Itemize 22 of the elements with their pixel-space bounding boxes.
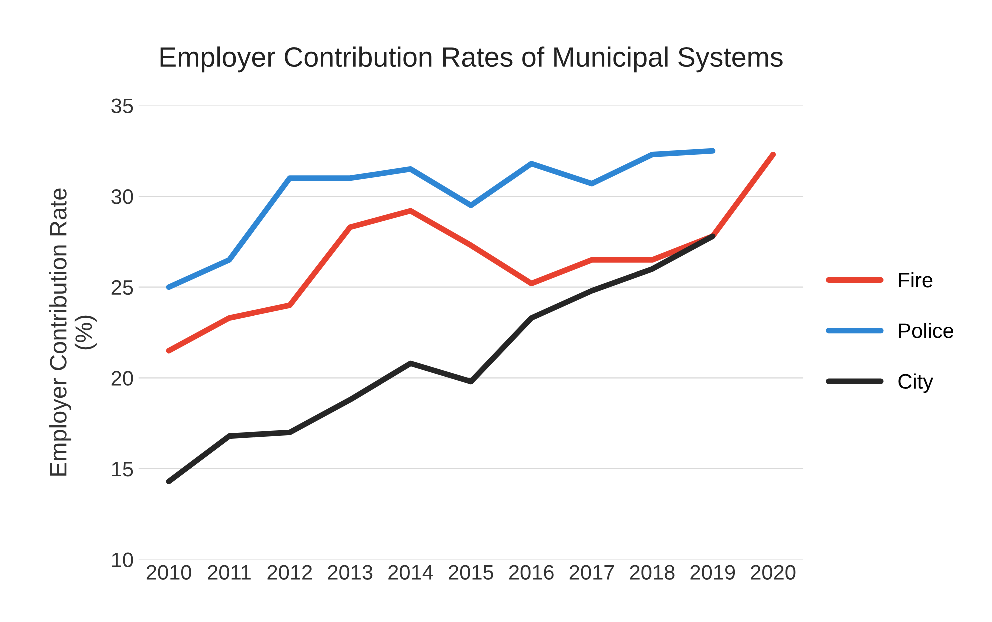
x-tick-label: 2010 <box>146 565 192 580</box>
x-tick-label: 2020 <box>751 565 796 580</box>
y-tick-label: 20 <box>112 371 134 386</box>
x-tick-label: 2018 <box>630 565 675 580</box>
y-tick-label: 10 <box>112 552 134 568</box>
y-tick-label: 30 <box>112 190 134 204</box>
y-axis-title: Employer Contribution Rate (%) <box>50 188 97 476</box>
x-tick-label: 2013 <box>328 565 373 580</box>
y-tick-label: 15 <box>112 462 134 477</box>
legend-label: Police <box>899 323 954 338</box>
x-tick-label: 2017 <box>570 565 614 580</box>
x-tick-label: 2015 <box>449 565 494 580</box>
legend-label: Fire <box>899 272 933 288</box>
x-tick-label: 2016 <box>510 565 554 580</box>
x-tick-label: 2012 <box>268 565 312 580</box>
x-tick-label: 2011 <box>208 565 251 580</box>
x-tick-label: 2014 <box>388 565 434 580</box>
chart-title: Employer Contribution Rates of Municipal Systems <box>160 46 783 73</box>
legend-label: City <box>898 374 934 394</box>
y-tick-label: 25 <box>112 280 134 296</box>
x-tick-label: 2019 <box>690 565 736 580</box>
y-tick-label: 35 <box>112 98 134 114</box>
